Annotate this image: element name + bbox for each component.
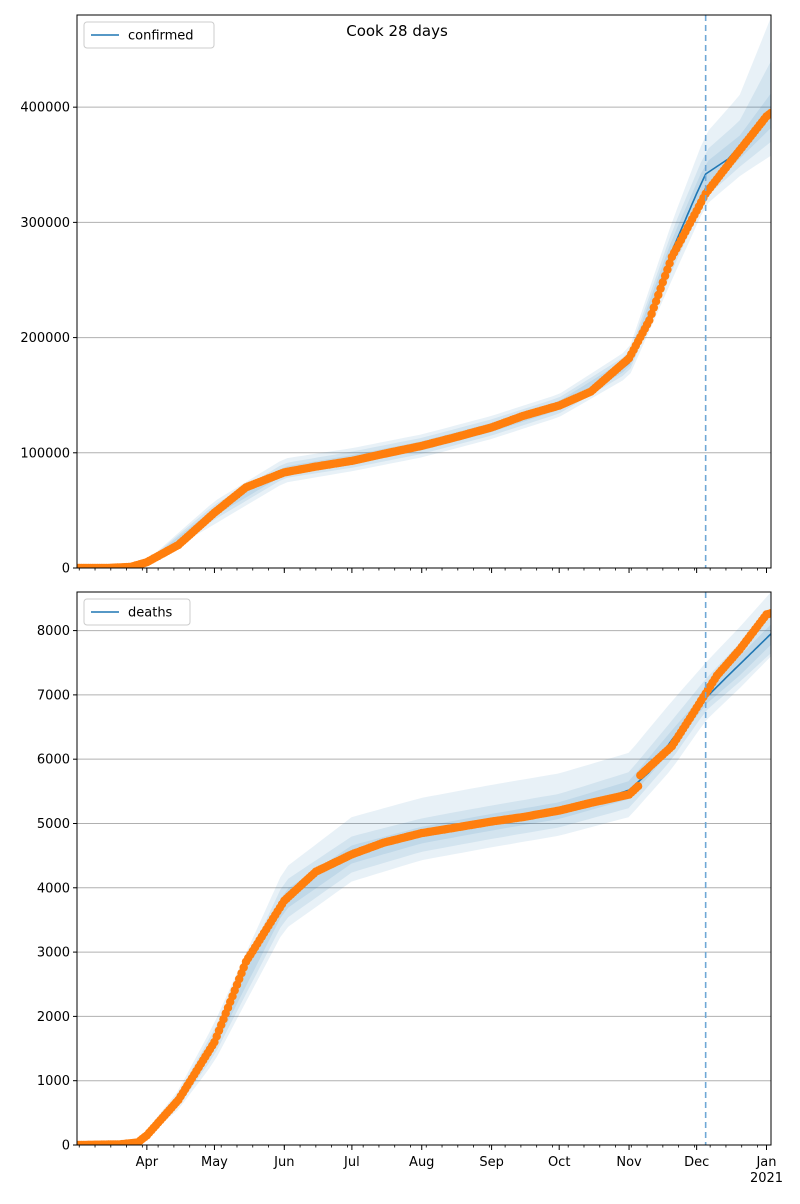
observed-point bbox=[663, 265, 672, 274]
y-tick-label: 5000 bbox=[37, 817, 70, 832]
y-tick-label: 400000 bbox=[20, 101, 70, 116]
observed-point bbox=[654, 290, 663, 300]
axes-frame bbox=[76, 591, 772, 1146]
x-tick-label: Oct bbox=[548, 1155, 570, 1170]
observed-point bbox=[647, 309, 656, 319]
observed-point bbox=[649, 303, 658, 312]
x-tick-label: Jan bbox=[755, 1155, 776, 1170]
legend-box bbox=[83, 598, 191, 626]
y-tick-label: 0 bbox=[62, 1139, 70, 1154]
observed-point bbox=[766, 609, 771, 618]
x-tick-label: May bbox=[201, 1155, 228, 1170]
y-tick-label: 300000 bbox=[20, 216, 70, 231]
legend: confirmed bbox=[83, 21, 215, 49]
figure-title: Cook 28 days bbox=[346, 22, 448, 40]
observed-series bbox=[77, 609, 771, 1145]
observed-point bbox=[656, 284, 665, 293]
observed-point bbox=[658, 278, 667, 287]
y-tick-label: 200000 bbox=[20, 331, 70, 346]
observed-point bbox=[665, 259, 674, 268]
x-tick-label: Nov bbox=[616, 1155, 642, 1170]
observed-point bbox=[633, 782, 643, 791]
x-tick-label: Jun bbox=[273, 1155, 294, 1170]
x-tick-label: Dec bbox=[684, 1155, 709, 1170]
legend-label: confirmed bbox=[128, 29, 194, 44]
plot-area bbox=[77, 17, 771, 568]
y-tick-label: 6000 bbox=[37, 753, 70, 768]
y-tick-label: 7000 bbox=[37, 688, 70, 703]
x-tick-label: Sep bbox=[479, 1155, 504, 1170]
confirmed-panel: 0 100000 200000 300000 400000 confirmed bbox=[20, 14, 772, 577]
observed-point bbox=[766, 108, 771, 118]
y-tick-label: 2000 bbox=[37, 1010, 70, 1025]
uncertainty-band-middle bbox=[137, 611, 771, 1144]
y-tick-label: 3000 bbox=[37, 946, 70, 961]
legend-box bbox=[83, 21, 215, 49]
deaths-panel: 0 1000 2000 3000 4000 5000 6000 7000 8000 Apr May J… bbox=[37, 591, 783, 1186]
y-tick-label: 100000 bbox=[20, 446, 70, 461]
uncertainty-band-outer bbox=[137, 592, 771, 1144]
observed-point bbox=[645, 316, 654, 325]
y-tick-label: 4000 bbox=[37, 881, 70, 896]
observed-point bbox=[660, 271, 670, 281]
model-fit-line bbox=[77, 109, 771, 568]
y-tick-label: 0 bbox=[62, 562, 70, 577]
x-tick-label: Jul bbox=[343, 1155, 360, 1170]
x-tick-label: Aug bbox=[409, 1155, 434, 1170]
axes-frame bbox=[76, 14, 772, 569]
y-tick-label: 8000 bbox=[37, 624, 70, 639]
legend-label: deaths bbox=[128, 606, 173, 621]
y-tick-label: 1000 bbox=[37, 1074, 70, 1089]
plot-area bbox=[77, 592, 771, 1145]
observed-point bbox=[651, 297, 661, 306]
legend: deaths bbox=[83, 598, 191, 626]
observed-series bbox=[77, 108, 771, 568]
x-tick-label: Apr bbox=[136, 1155, 159, 1170]
x-year-label: 2021 bbox=[750, 1171, 783, 1186]
uncertainty-band-outer bbox=[146, 17, 771, 565]
